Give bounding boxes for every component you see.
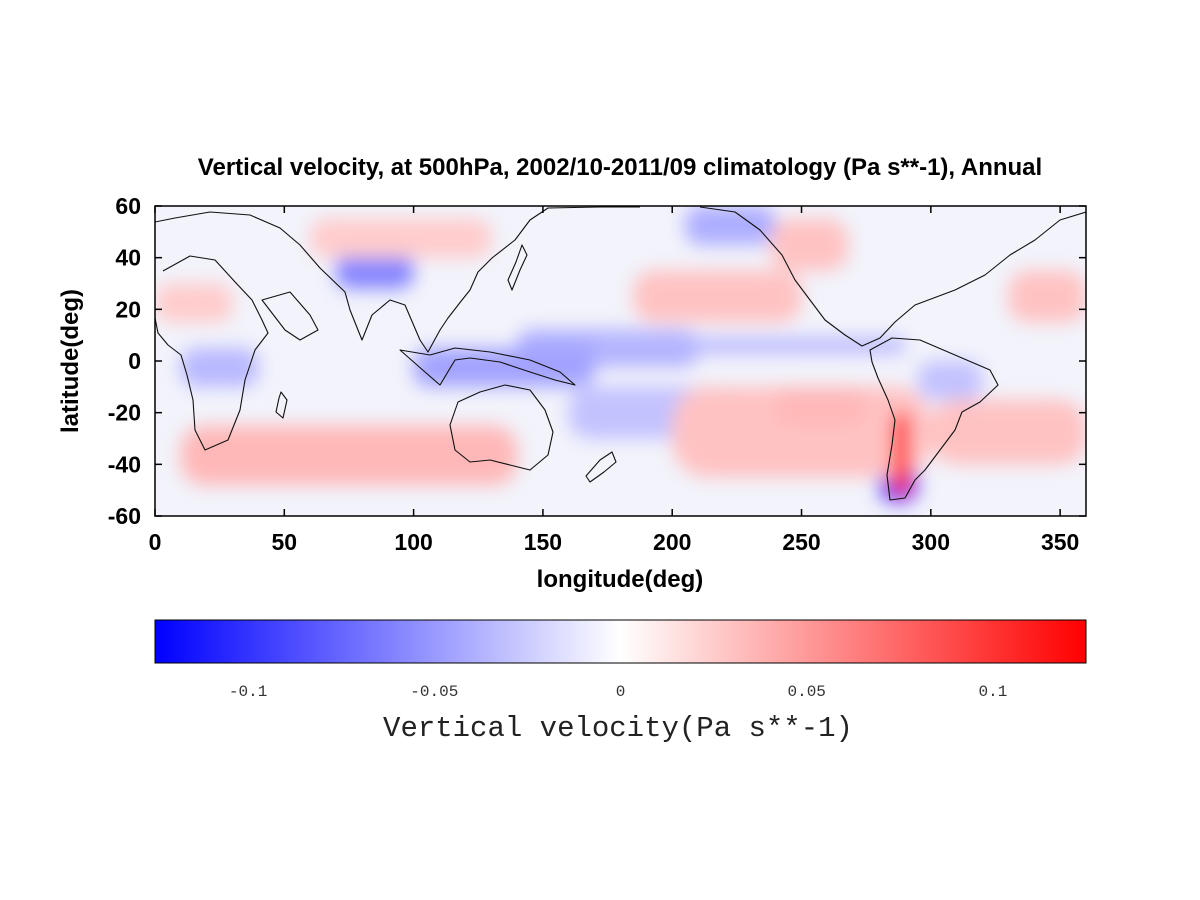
field-layer	[155, 206, 1086, 504]
colorbar	[154, 619, 1087, 664]
x-tick-label: 250	[782, 529, 820, 555]
colorbar-tick-label: -0.05	[410, 683, 458, 701]
coastlines	[155, 206, 1086, 501]
field-cell-17	[770, 218, 849, 271]
field-cell-16	[310, 218, 492, 258]
field-cell-14	[930, 399, 1086, 465]
field-cell-9	[633, 270, 802, 323]
coastline-north-america	[699, 206, 1086, 347]
field-cell-5	[917, 361, 983, 400]
y-tick-label: 20	[115, 296, 141, 322]
x-tick-label: 150	[524, 529, 562, 555]
coastline-australia	[449, 384, 554, 471]
coastline-new-zealand	[585, 451, 617, 483]
x-tick-label: 200	[653, 529, 691, 555]
colorbar-ticks: -0.1 -0.05 0 0.05 0.1	[229, 683, 1007, 701]
y-axis: 60 40 20 0 -20 -40 -60	[108, 193, 1086, 529]
y-tick-label: 0	[128, 348, 141, 374]
field-cell-4	[180, 348, 259, 387]
colorbar-tick-label: 0	[616, 683, 626, 701]
field-cell-12	[180, 425, 518, 485]
coastline-indonesia	[399, 347, 576, 386]
x-tick-label: 0	[149, 529, 162, 555]
y-tick-label: -20	[108, 400, 141, 426]
coastline-south-america	[869, 337, 999, 501]
coastline-eurasia	[155, 206, 640, 353]
x-tick-label: 300	[912, 529, 950, 555]
y-tick-label: -40	[108, 451, 141, 477]
x-tick-label: 50	[272, 529, 298, 555]
x-axis-label: longitude(deg)	[537, 566, 704, 593]
coastline-madagascar	[275, 391, 288, 419]
colorbar-label: Vertical velocity(Pa s**-1)	[383, 712, 853, 745]
colorbar-tick-label: 0.1	[978, 683, 1007, 701]
y-tick-label: -60	[108, 503, 141, 529]
field-cell-1	[413, 348, 595, 387]
field-cell-13	[672, 386, 931, 478]
field-cell-7	[685, 206, 776, 245]
field-cell-15	[775, 386, 867, 426]
x-axis: 0 50 100 150 200 250 300 350	[149, 206, 1079, 555]
y-axis-label: latitude(deg)	[57, 289, 84, 433]
field-cell-18	[892, 412, 911, 496]
x-tick-label: 100	[394, 529, 432, 555]
y-tick-label: 60	[115, 193, 141, 219]
coastline-africa	[155, 255, 269, 451]
x-tick-label: 350	[1041, 529, 1079, 555]
field-cell-11	[155, 283, 233, 323]
colorbar-tick-label: 0.05	[787, 683, 825, 701]
field-cell-2	[594, 337, 905, 354]
colorbar-tick-label: -0.1	[229, 683, 267, 701]
y-tick-label: 40	[115, 245, 141, 271]
chart-title: Vertical velocity, at 500hPa, 2002/10-20…	[198, 154, 1042, 181]
coastline-arabia	[261, 291, 319, 341]
field-cell-6	[336, 252, 414, 289]
field-cell-10	[1008, 270, 1086, 323]
coastline-japan	[507, 244, 528, 291]
